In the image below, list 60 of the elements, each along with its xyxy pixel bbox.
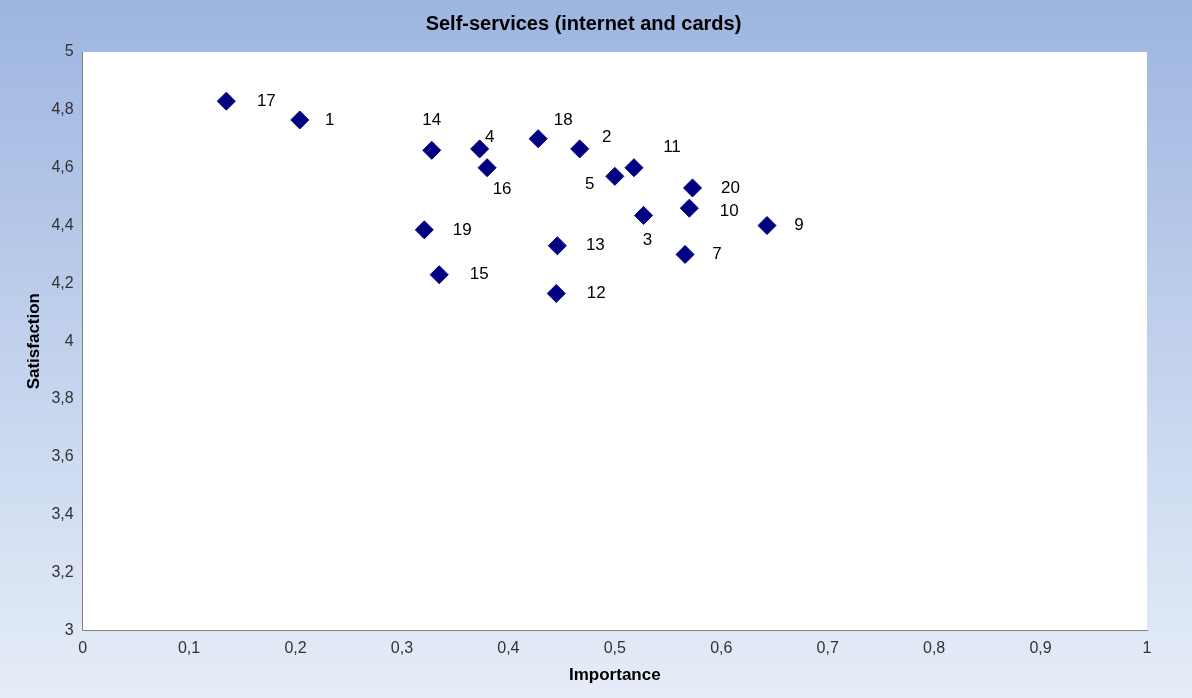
y-axis-title: Satisfaction (23, 293, 43, 390)
x-tick-label: 0,4 (497, 639, 520, 657)
point (683, 178, 703, 198)
x-tick-label: 0 (78, 639, 88, 657)
annotation: 4 (484, 126, 495, 146)
annotation: 13 (585, 235, 605, 255)
x-tick-label: 0,3 (390, 639, 414, 657)
annotation: 10 (719, 200, 739, 220)
x-tick-label: 0,7 (816, 639, 839, 657)
annotation: 16 (492, 179, 512, 199)
point (547, 236, 567, 256)
y-tick-label: 5 (64, 42, 74, 60)
point (216, 91, 236, 111)
annotation: 9 (794, 215, 804, 235)
point (290, 110, 310, 130)
annotation: 19 (452, 219, 472, 239)
point (422, 140, 442, 160)
annotation: 20 (721, 177, 740, 197)
point (429, 265, 449, 285)
x-tick-label: 0,1 (177, 639, 201, 657)
x-axis-title: Importance (569, 665, 661, 685)
annotation: 7 (712, 244, 722, 264)
point (757, 216, 777, 236)
annotation: 5 (585, 174, 595, 194)
point (546, 283, 566, 303)
point (624, 158, 644, 178)
y-tick-label: 4,4 (51, 215, 74, 233)
y-tick-label: 4,2 (51, 273, 74, 291)
point (477, 158, 497, 178)
x-tick-label: 0,2 (284, 639, 307, 657)
point (570, 139, 590, 159)
y-tick-label: 3,6 (51, 447, 74, 465)
annotation: 12 (586, 283, 606, 303)
y-tick-label: 4,6 (51, 158, 74, 176)
y-tick-label: 4 (64, 331, 74, 349)
point (605, 166, 625, 186)
x-tick-label: 0,9 (1029, 639, 1052, 657)
point (679, 198, 699, 218)
y-tick-label: 3 (64, 620, 74, 638)
annotation: 3 (642, 230, 653, 250)
point (414, 220, 434, 240)
y-tick-label: 4,8 (51, 100, 74, 118)
point (675, 244, 695, 264)
annotation: 14 (422, 110, 442, 130)
x-tick-label: 0,8 (923, 639, 946, 657)
annotation: 15 (469, 264, 489, 284)
annotation: 1 (325, 109, 335, 129)
y-tick-label: 3,8 (51, 389, 74, 407)
x-tick-label: 0,6 (710, 639, 733, 657)
point (528, 129, 548, 149)
annotation: 11 (663, 137, 681, 157)
y-tick-label: 3,4 (51, 505, 74, 523)
x-tick-label: 0,5 (603, 639, 627, 657)
point (634, 205, 654, 225)
annotation: 2 (601, 126, 612, 146)
chart-title: Self-services (internet and cards) (425, 11, 742, 34)
x-tick-label: 1 (1142, 639, 1152, 657)
annotation: 18 (553, 110, 573, 130)
y-tick-label: 3,2 (51, 562, 74, 580)
annotation: 17 (256, 90, 276, 110)
